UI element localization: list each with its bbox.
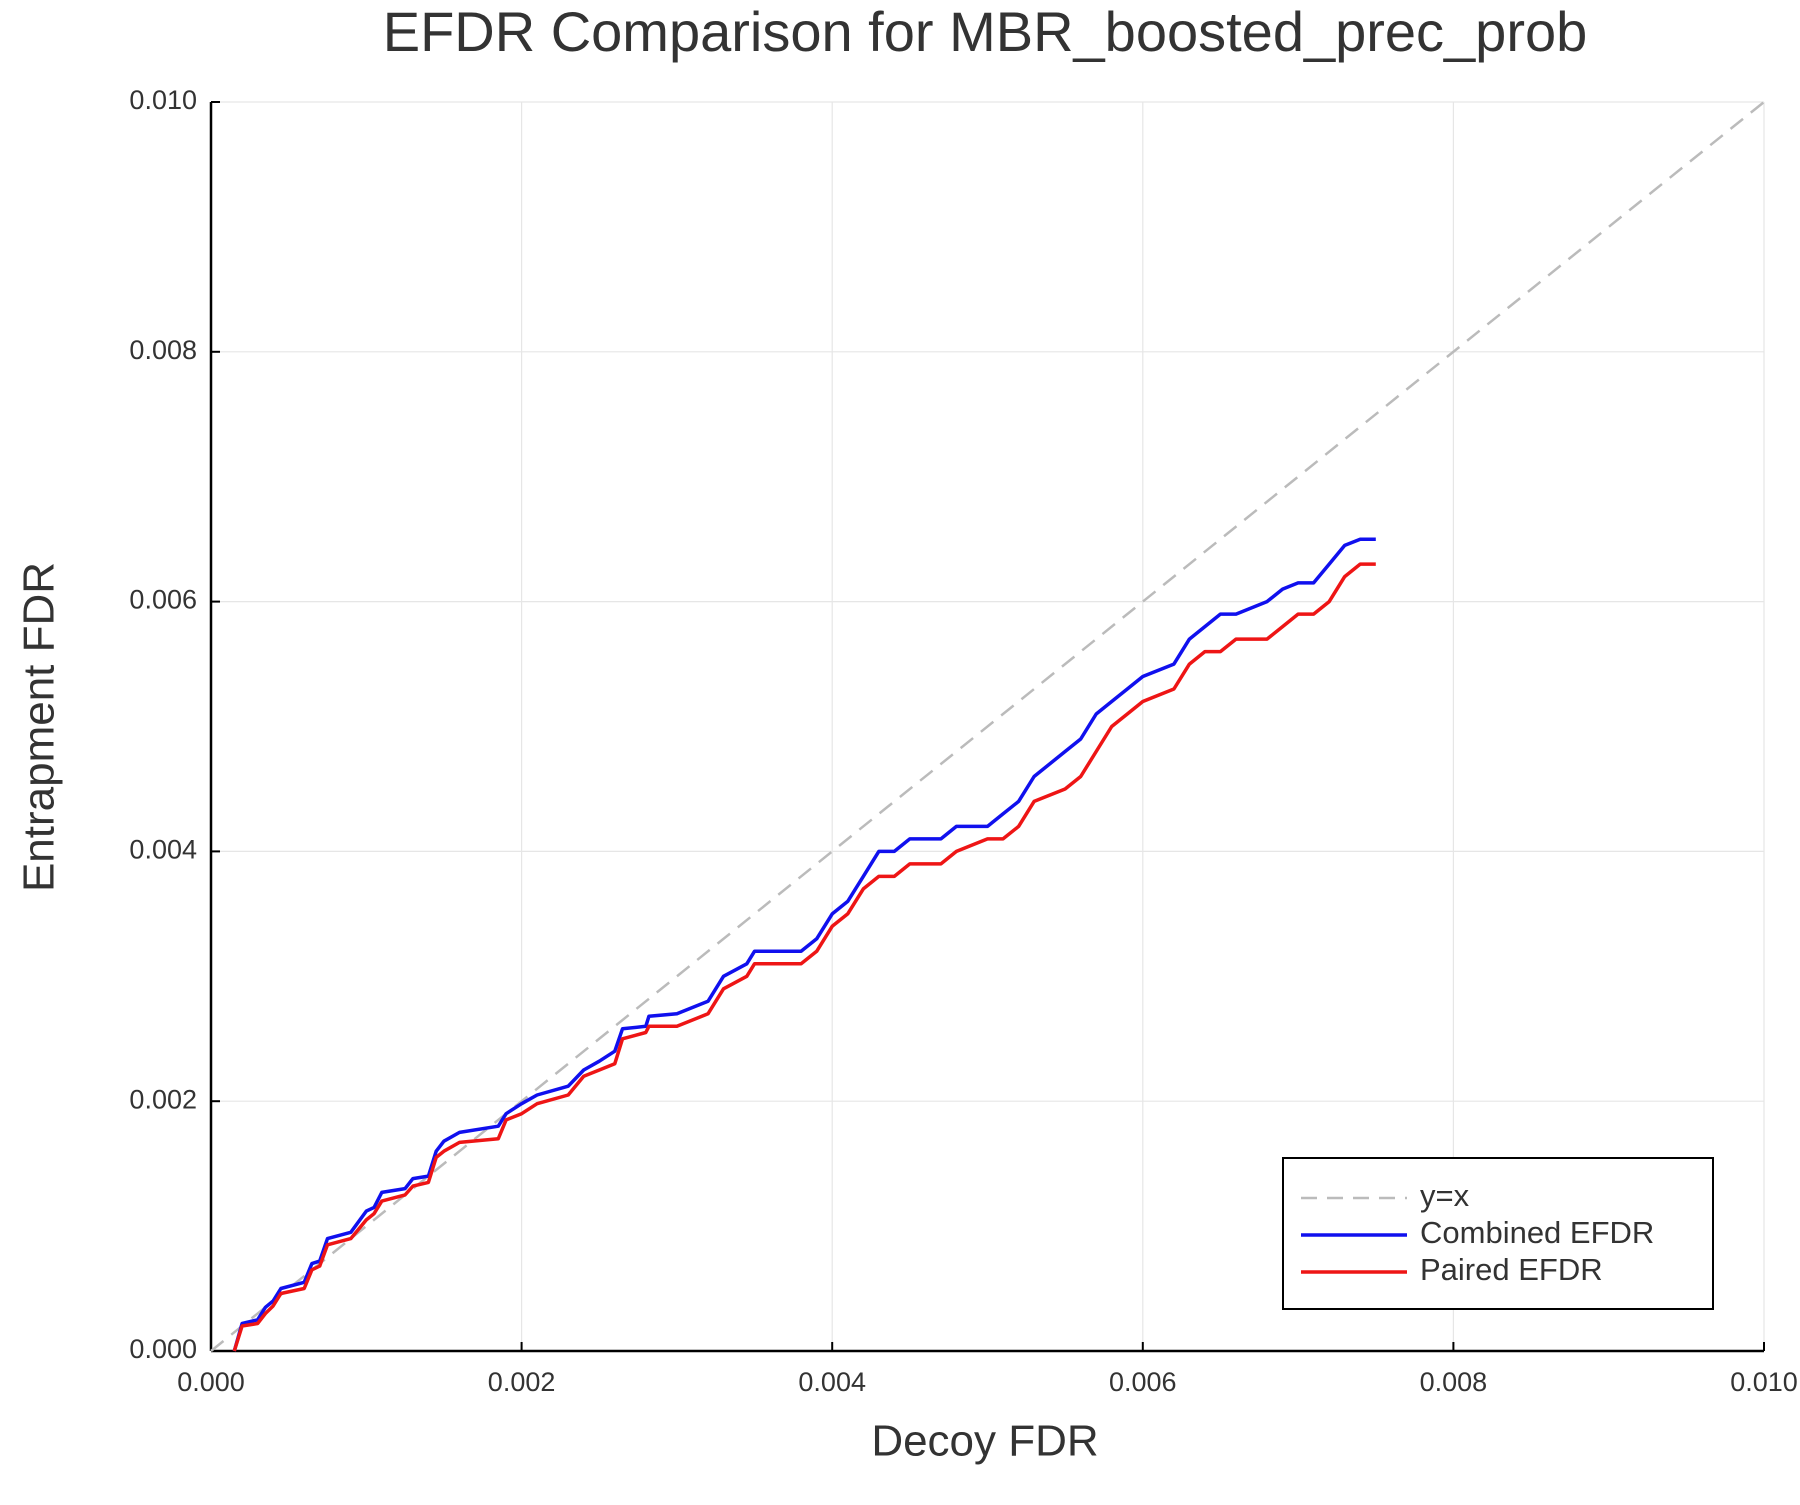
legend-label: Combined EFDR — [1420, 1215, 1654, 1250]
x-axis-title: Decoy FDR — [871, 1417, 1098, 1466]
x-tick-label: 0.000 — [177, 1367, 245, 1397]
series-line — [232, 562, 1376, 1352]
y-tick-label: 0.006 — [129, 585, 197, 615]
y-tick-label: 0.002 — [129, 1084, 197, 1114]
x-tick-label: 0.006 — [1109, 1367, 1177, 1397]
y-tick-label: 0.004 — [129, 835, 197, 865]
y-tick-label: 0.010 — [129, 85, 197, 115]
x-tick-label: 0.010 — [1730, 1367, 1798, 1397]
x-tick-label: 0.004 — [798, 1367, 866, 1397]
y-axis-title: Entrapment FDR — [15, 562, 64, 892]
y-tick-label: 0.008 — [129, 335, 197, 365]
y-tick-label: 0.000 — [129, 1334, 197, 1364]
x-tick-label: 0.008 — [1420, 1367, 1488, 1397]
series-line — [210, 101, 1765, 1352]
legend-label: Paired EFDR — [1420, 1252, 1603, 1287]
series-line — [232, 537, 1376, 1352]
x-tick-label: 0.002 — [488, 1367, 556, 1397]
legend-label: y=x — [1420, 1178, 1470, 1213]
chart-title: EFDR Comparison for MBR_boosted_prec_pro… — [383, 0, 1588, 63]
